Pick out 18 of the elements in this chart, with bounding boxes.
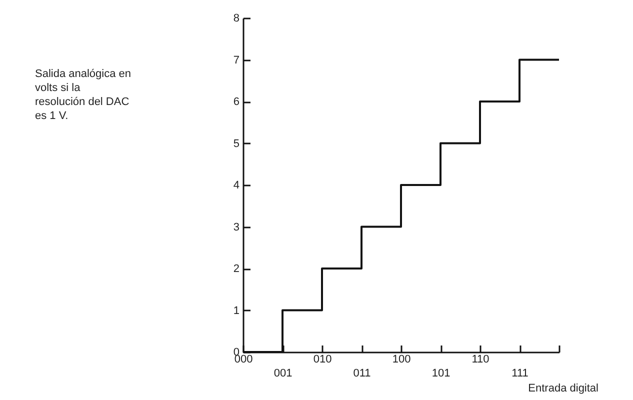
y-tick-label: 6	[233, 96, 240, 108]
x-tick-label: 011	[353, 368, 371, 380]
x-tick-label: 100	[392, 354, 411, 366]
y-tick-label: 7	[233, 54, 240, 66]
y-tick-label: 3	[233, 221, 240, 234]
y-tick-label: 2	[233, 263, 240, 275]
x-tick-label: 010	[313, 354, 332, 366]
y-tick-label: 8	[233, 12, 240, 24]
y-tick-label: 1	[233, 304, 240, 317]
x-tick-label: 110	[472, 354, 490, 366]
x-tick-label: 111	[512, 368, 528, 380]
x-tick-label: 101	[432, 368, 450, 380]
y-tick-label: 4	[233, 180, 240, 192]
x-tick-label: 000	[234, 354, 253, 366]
x-tick-label: 001	[274, 368, 292, 380]
y-tick-label: 5	[233, 138, 240, 150]
x-axis-title: Entrada digital	[528, 382, 598, 394]
text: Salida analógica en volts si la resolución del DAC es 1 V.	[35, 68, 132, 122]
